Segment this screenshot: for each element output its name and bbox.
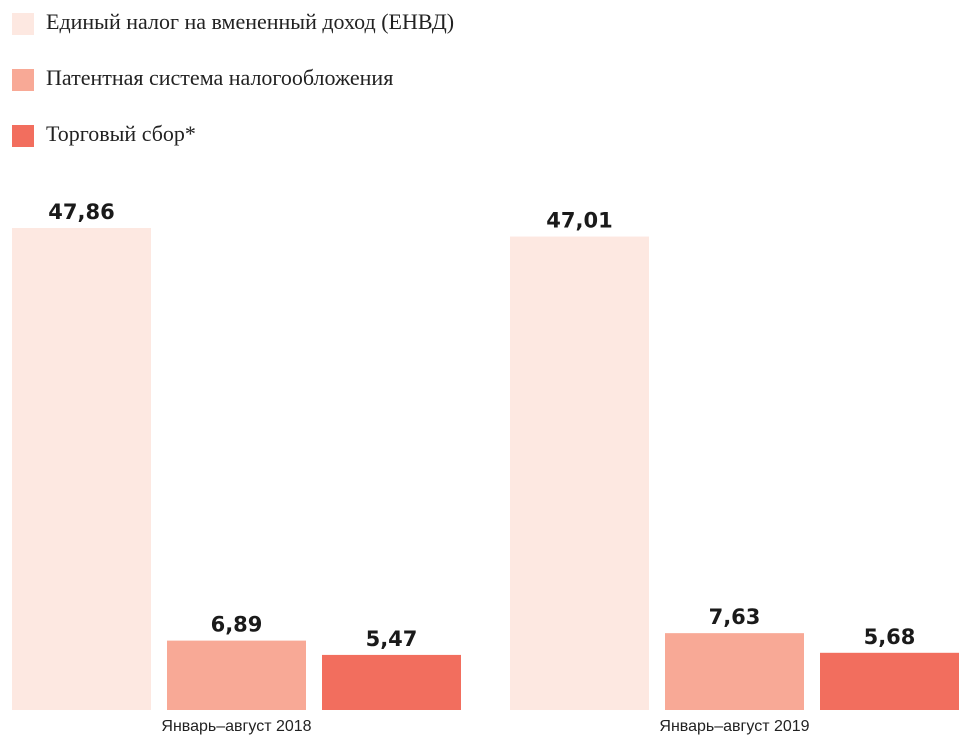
- legend-label: Единый налог на вмененный доход (ЕНВД): [46, 9, 454, 34]
- legend-label: Торговый сбор*: [46, 121, 196, 146]
- bar: [12, 228, 151, 710]
- legend-swatch: [12, 13, 34, 35]
- bar: [820, 652, 959, 710]
- x-tick-label: Январь–август 2018: [161, 718, 311, 735]
- bar: [167, 640, 306, 710]
- bar: [665, 633, 804, 710]
- value-label: 5,68: [864, 625, 916, 649]
- value-label: 47,01: [546, 209, 612, 233]
- legend-swatch: [12, 125, 34, 147]
- value-label: 5,47: [366, 627, 418, 651]
- value-label: 47,86: [48, 200, 114, 224]
- x-tick-label: Январь–август 2019: [659, 718, 809, 735]
- bar: [322, 654, 461, 710]
- legend-label: Патентная система налогообложения: [46, 65, 393, 90]
- value-label: 7,63: [709, 605, 761, 629]
- value-label: 6,89: [211, 613, 263, 637]
- legend-swatch: [12, 69, 34, 91]
- bar: [510, 236, 649, 711]
